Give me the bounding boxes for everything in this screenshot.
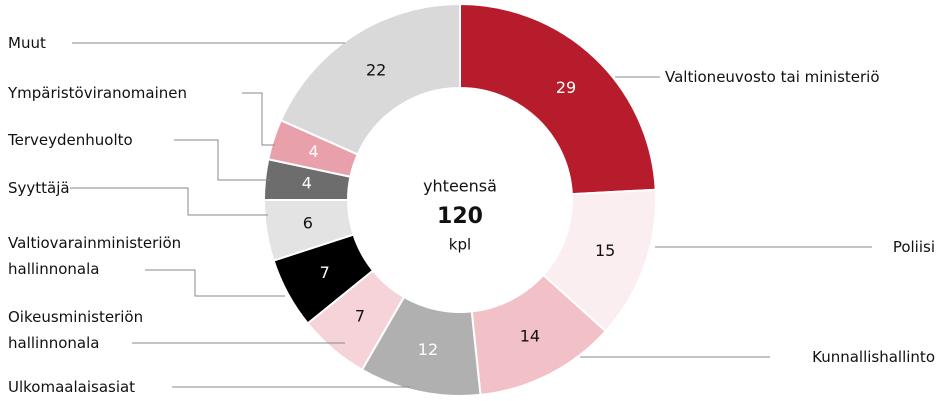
category-label: Ympäristöviranomainen [8, 84, 187, 102]
category-label: Valtiovarainministeriön hallinnonala [8, 234, 182, 278]
slice [459, 2, 657, 196]
value-label: 29 [556, 78, 576, 97]
category-label: Syyttäjä [8, 179, 70, 197]
value-label: 4 [308, 142, 318, 161]
value-label: 7 [320, 263, 330, 282]
leader-line [242, 92, 275, 146]
leader-line [145, 269, 285, 297]
category-label: Terveydenhuolto [8, 131, 133, 149]
value-label: 15 [595, 241, 615, 260]
center-top: yhteensä [423, 177, 497, 196]
leader-line [174, 139, 270, 181]
center-bottom: kpl [449, 236, 471, 254]
value-label: 4 [302, 173, 312, 192]
slice [279, 2, 461, 156]
category-label: Kunnallishallinto [812, 348, 935, 366]
value-label: 6 [303, 214, 313, 233]
category-label: Ulkomaalaisasiat [8, 378, 136, 396]
value-label: 14 [520, 327, 540, 346]
category-label: Poliisi [892, 238, 935, 256]
value-label: 12 [418, 340, 438, 359]
value-label: 22 [366, 60, 386, 79]
category-label: Muut [8, 34, 46, 52]
category-label: Valtioneuvosto tai ministeriö [665, 68, 880, 86]
category-label: Oikeusministeriön hallinnonala [8, 308, 144, 352]
center-total: 120 [437, 204, 483, 229]
value-label: 7 [355, 307, 365, 326]
leader-line [70, 187, 268, 216]
